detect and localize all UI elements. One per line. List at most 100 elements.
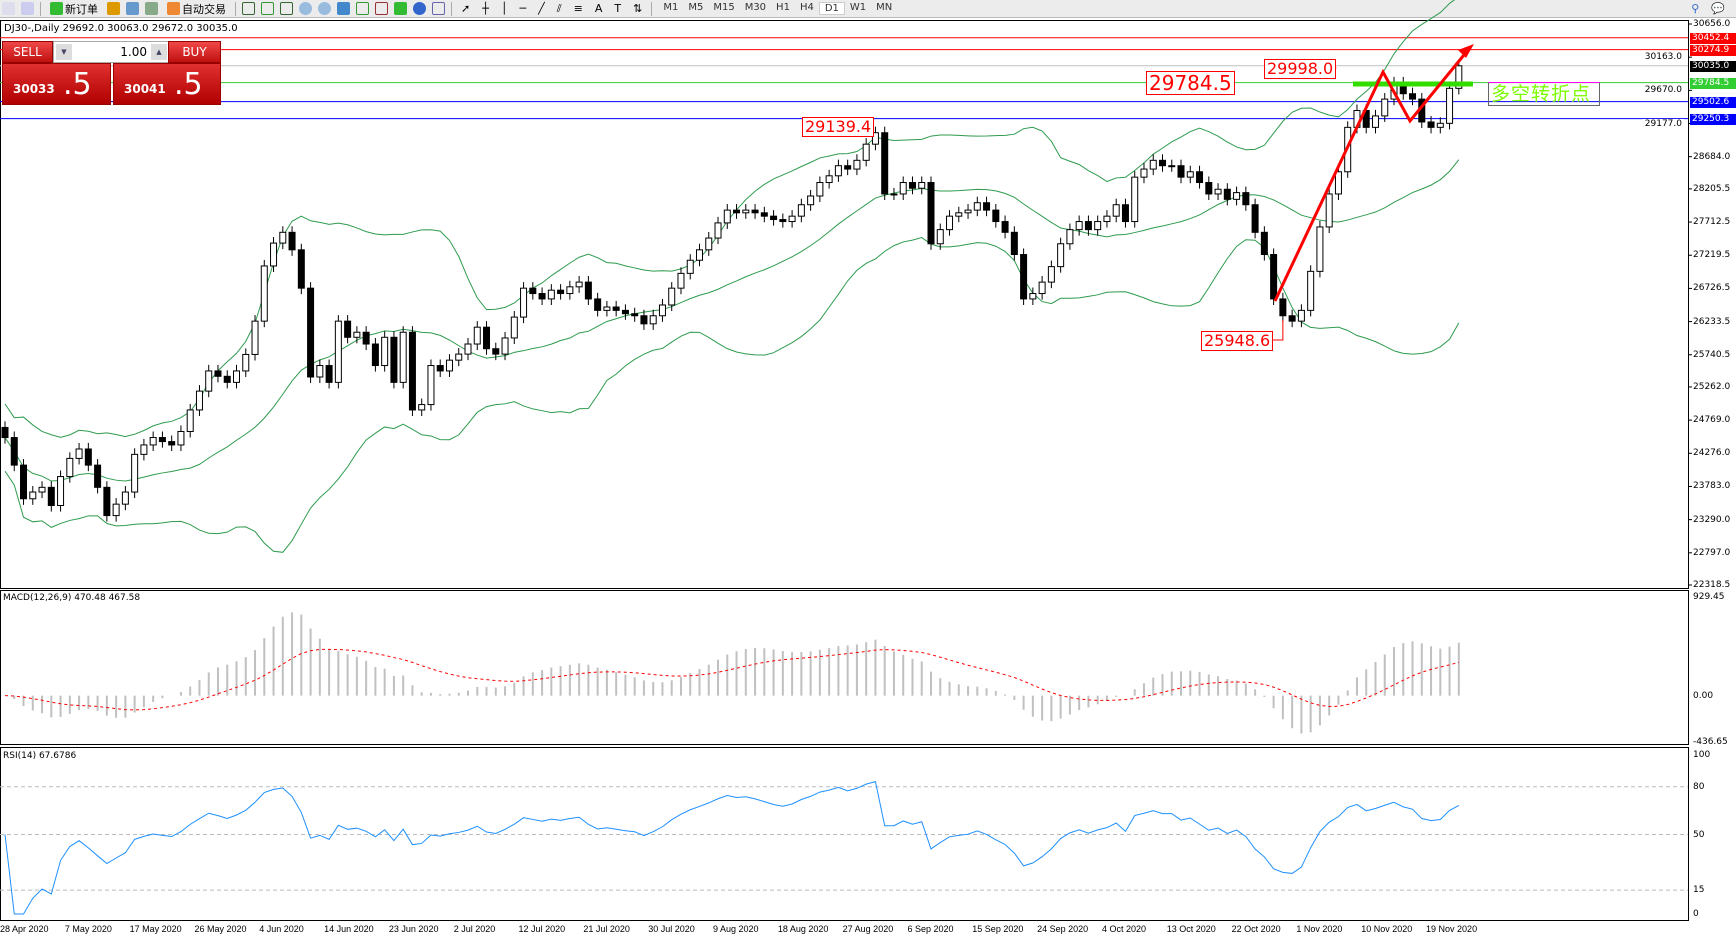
candle-body xyxy=(158,437,166,443)
signals-icon[interactable] xyxy=(145,2,158,15)
chart-shift-icon[interactable] xyxy=(356,2,369,15)
lots-increase-icon[interactable]: ▲ xyxy=(151,44,167,60)
timeframe-m15[interactable]: M15 xyxy=(713,2,735,13)
candle-body xyxy=(371,343,379,367)
new-order-label: 新订单 xyxy=(65,2,98,16)
indicators-icon[interactable] xyxy=(394,2,407,15)
candle-body xyxy=(714,222,722,239)
candle-body xyxy=(214,370,222,377)
candle-body xyxy=(825,175,833,184)
x-tick-label: 14 Jun 2020 xyxy=(324,924,374,934)
buy-price-button[interactable]: 30041 .5 xyxy=(113,63,221,105)
navigator-icon[interactable] xyxy=(126,2,139,15)
candle-body xyxy=(427,365,435,406)
candle-body xyxy=(918,182,926,189)
fibonacci-icon[interactable]: ≡ xyxy=(573,2,583,15)
x-tick-label: 13 Oct 2020 xyxy=(1166,924,1216,934)
candle-body xyxy=(1260,231,1268,256)
buy-button[interactable]: BUY xyxy=(168,41,221,63)
candle-body xyxy=(992,209,1000,223)
timeframe-h4[interactable]: H4 xyxy=(799,2,814,13)
x-tick-label: 18 Aug 2020 xyxy=(777,924,829,934)
prior-high-label[interactable]: 29139.4 xyxy=(802,117,875,137)
arrows-icon[interactable]: ⇅ xyxy=(633,2,643,15)
y-tick-label: 30656.0 xyxy=(1693,19,1731,29)
lots-input[interactable]: 1.00 ▼ ▲ xyxy=(53,41,170,63)
timeframe-h1[interactable]: H1 xyxy=(776,2,790,13)
new-chart-icon[interactable] xyxy=(2,2,15,15)
level-price-label[interactable]: 29784.5 xyxy=(1146,71,1235,95)
periods-icon[interactable] xyxy=(413,2,426,15)
candle-body xyxy=(1316,226,1324,272)
zoom-out-icon[interactable] xyxy=(318,2,331,15)
candle-body xyxy=(973,202,981,211)
horizontal-line-icon[interactable]: ─ xyxy=(519,2,527,15)
chat-icon[interactable]: 💬 xyxy=(1711,2,1725,15)
sell-price-main: 30033 xyxy=(13,82,55,96)
macd-tick-label: 929.45 xyxy=(1693,592,1725,602)
x-tick-label: 4 Jun 2020 xyxy=(259,924,304,934)
cursor-icon[interactable]: ➚ xyxy=(461,2,471,15)
candle-body xyxy=(1140,168,1148,178)
text-label-icon[interactable]: T xyxy=(614,2,622,15)
candle-body xyxy=(1075,221,1083,231)
candle-body xyxy=(223,375,231,383)
sell-button[interactable]: SELL xyxy=(2,41,53,63)
zoom-icon[interactable] xyxy=(21,2,34,15)
candle-body xyxy=(1455,65,1463,89)
timeframe-w1[interactable]: W1 xyxy=(849,2,867,13)
channel-icon[interactable]: ⫽ xyxy=(556,1,562,15)
y-tick-label: 22797.0 xyxy=(1693,547,1731,558)
x-tick-label: 24 Sep 2020 xyxy=(1037,924,1089,934)
text-icon[interactable]: A xyxy=(594,2,603,15)
timeframe-m5[interactable]: M5 xyxy=(688,2,704,13)
high-price-label[interactable]: 29998.0 xyxy=(1264,59,1337,79)
candle-body xyxy=(677,272,685,289)
sell-price-button[interactable]: 30033 .5 xyxy=(2,63,111,105)
candle-body xyxy=(29,491,37,500)
candle-body xyxy=(1196,171,1204,184)
tile-windows-icon[interactable] xyxy=(337,2,350,15)
vertical-line-icon[interactable]: │ xyxy=(500,2,508,15)
trend-arrow xyxy=(1273,49,1470,302)
timeframe-m1[interactable]: M1 xyxy=(663,2,679,13)
new-order-button[interactable]: 新订单 xyxy=(47,1,101,17)
search-icon[interactable]: ⚲ xyxy=(1691,2,1700,15)
rsi-tick-label: 80 xyxy=(1693,781,1705,792)
x-tick-label: 26 May 2020 xyxy=(194,924,247,934)
candlestick-icon[interactable] xyxy=(261,2,274,15)
market-watch-icon[interactable] xyxy=(107,2,120,15)
crosshair-icon[interactable]: ┼ xyxy=(482,2,489,15)
candle-body xyxy=(1270,254,1278,300)
lots-decrease-icon[interactable]: ▼ xyxy=(56,44,72,60)
candle-body xyxy=(547,289,555,300)
candle-body xyxy=(1177,165,1185,178)
candle-body xyxy=(242,353,250,372)
candle-body xyxy=(131,453,139,493)
candle-body xyxy=(1029,293,1037,300)
auto-trading-icon xyxy=(167,2,180,15)
sell-price-pips: .5 xyxy=(63,67,92,102)
x-tick-label: 4 Oct 2020 xyxy=(1101,924,1146,934)
auto-trading-button[interactable]: 自动交易 xyxy=(164,1,229,17)
line-chart-icon[interactable] xyxy=(280,2,293,15)
autoscroll-icon[interactable] xyxy=(375,2,388,15)
turning-point-label[interactable]: 多空转折点 xyxy=(1488,82,1600,106)
timeframe-m30[interactable]: M30 xyxy=(744,2,767,13)
candle-body xyxy=(334,320,342,383)
timeframe-mn[interactable]: MN xyxy=(876,2,893,13)
timeframe-d1[interactable]: D1 xyxy=(818,2,845,15)
candle-body xyxy=(233,370,240,383)
templates-icon[interactable] xyxy=(432,2,445,15)
candle-body xyxy=(1427,121,1435,128)
candle-body xyxy=(177,430,185,446)
low-price-label[interactable]: 25948.6 xyxy=(1201,331,1274,351)
x-tick-label: 19 Nov 2020 xyxy=(1426,924,1478,934)
candle-body xyxy=(723,209,731,224)
zoom-in-icon[interactable] xyxy=(299,2,312,15)
candle-body xyxy=(1251,204,1259,233)
bar-chart-icon[interactable] xyxy=(242,2,255,15)
candle-body xyxy=(408,331,416,411)
trendline-icon[interactable]: ╱ xyxy=(538,2,545,15)
